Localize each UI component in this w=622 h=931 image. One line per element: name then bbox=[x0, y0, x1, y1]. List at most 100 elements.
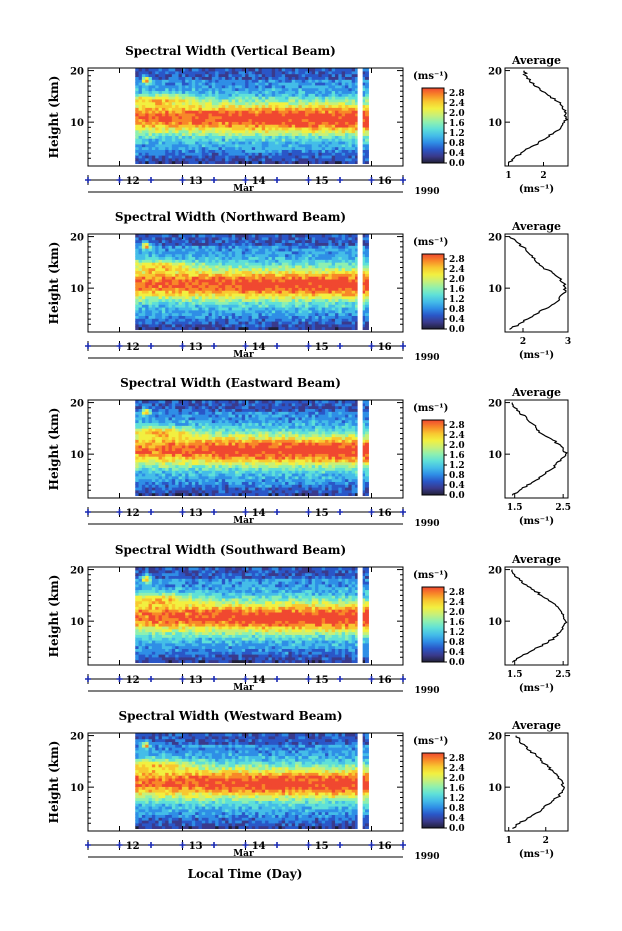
heatmap-cell bbox=[331, 96, 336, 100]
heatmap-cell bbox=[331, 304, 336, 308]
heatmap-cell bbox=[288, 295, 293, 300]
heatmap-cell bbox=[205, 292, 210, 297]
heatmap-cell bbox=[271, 276, 276, 280]
heatmap-cell bbox=[278, 76, 283, 80]
heatmap-cell bbox=[135, 481, 140, 485]
heatmap-cell bbox=[141, 155, 146, 159]
heatmap-cell bbox=[298, 315, 303, 319]
heatmap-cell bbox=[185, 292, 190, 297]
heatmap-cell bbox=[145, 104, 150, 108]
heatmap-cell bbox=[221, 245, 226, 249]
heatmap-cell bbox=[218, 312, 223, 316]
heatmap-cell bbox=[298, 107, 303, 111]
heatmap-cell bbox=[348, 90, 353, 94]
heatmap-cell bbox=[265, 273, 270, 277]
heatmap-cell bbox=[341, 323, 346, 328]
heatmap-cell bbox=[301, 264, 306, 269]
heatmap-cell bbox=[215, 110, 220, 114]
heatmap-cell bbox=[231, 253, 236, 258]
heatmap-cell bbox=[218, 253, 223, 258]
heatmap-cell bbox=[195, 267, 200, 272]
heatmap-cell bbox=[138, 304, 143, 308]
heatmap-cell bbox=[218, 143, 223, 148]
heatmap-cell bbox=[338, 304, 343, 308]
heatmap-cell bbox=[311, 104, 316, 108]
heatmap-cell bbox=[258, 287, 263, 291]
heatmap-cell bbox=[258, 295, 263, 300]
heatmap-cell bbox=[145, 234, 150, 238]
heatmap-cell bbox=[238, 68, 243, 72]
heatmap-cell bbox=[218, 287, 223, 291]
x-tick-label: 15 bbox=[315, 342, 329, 353]
heatmap-cell bbox=[321, 96, 326, 100]
heatmap-cell bbox=[311, 278, 316, 283]
heatmap-cell bbox=[325, 79, 329, 83]
heatmap-cell bbox=[365, 76, 369, 80]
heatmap-cell bbox=[151, 315, 156, 319]
heatmap-cell bbox=[261, 318, 266, 322]
heatmap-cell bbox=[141, 236, 146, 241]
heatmap-cell bbox=[311, 245, 316, 249]
heatmap-cell bbox=[205, 250, 210, 255]
heatmap-cell bbox=[275, 253, 280, 258]
heatmap-cell bbox=[145, 250, 150, 255]
heatmap-cell bbox=[245, 278, 250, 283]
heatmap-cell bbox=[151, 234, 156, 238]
heatmap-cell bbox=[155, 250, 160, 255]
heatmap-cell bbox=[175, 132, 180, 136]
heatmap-cell bbox=[311, 124, 316, 128]
heatmap-cell bbox=[148, 107, 153, 111]
heatmap-cell bbox=[331, 273, 336, 277]
heatmap-cell bbox=[231, 87, 236, 92]
heatmap-cell bbox=[201, 79, 206, 83]
heatmap-cell bbox=[341, 104, 346, 108]
heatmap-cell bbox=[308, 315, 313, 319]
heatmap-cell bbox=[355, 68, 359, 72]
heatmap-cell bbox=[281, 312, 286, 316]
heatmap-cell bbox=[295, 118, 300, 122]
heatmap-cell bbox=[305, 152, 310, 156]
heatmap-cell bbox=[288, 70, 293, 75]
heatmap-cell bbox=[308, 276, 313, 280]
heatmap-cell bbox=[351, 87, 356, 92]
heatmap-cell bbox=[215, 239, 220, 244]
heatmap-cell bbox=[318, 146, 323, 150]
heatmap-cell bbox=[341, 234, 346, 238]
heatmap-cell bbox=[351, 253, 356, 258]
heatmap-cell bbox=[148, 140, 153, 145]
heatmap-cell bbox=[291, 143, 296, 148]
heatmap-cell bbox=[155, 118, 160, 122]
heatmap-cell bbox=[251, 115, 256, 120]
heatmap-cell bbox=[331, 323, 336, 328]
heatmap-cell bbox=[361, 242, 366, 246]
heatmap-cell bbox=[355, 281, 359, 286]
heatmap-cell bbox=[188, 76, 193, 80]
heatmap-cell bbox=[261, 143, 266, 148]
heatmap-cell bbox=[158, 290, 163, 294]
heatmap-cell bbox=[288, 301, 293, 305]
heatmap-cell bbox=[271, 101, 276, 106]
heatmap-cell bbox=[348, 149, 353, 153]
heatmap-cell bbox=[321, 321, 326, 325]
heatmap-cell bbox=[351, 267, 356, 272]
heatmap-cell bbox=[328, 239, 333, 244]
heatmap-cell bbox=[311, 287, 316, 291]
heatmap-cell bbox=[275, 98, 280, 103]
heatmap-cell bbox=[181, 135, 186, 139]
heatmap-cell bbox=[341, 264, 346, 269]
heatmap-cell bbox=[285, 284, 290, 288]
heatmap-cell bbox=[295, 140, 300, 145]
heatmap-cell bbox=[191, 304, 196, 308]
heatmap-cell bbox=[195, 234, 200, 238]
heatmap-cell bbox=[348, 270, 353, 274]
heatmap-cell bbox=[248, 101, 253, 106]
heatmap-cell bbox=[308, 132, 313, 136]
heatmap-cell bbox=[168, 256, 173, 260]
heatmap-cell bbox=[325, 309, 329, 314]
heatmap-cell bbox=[168, 259, 173, 263]
heatmap-cell bbox=[268, 287, 273, 291]
heatmap-cell bbox=[215, 138, 220, 142]
heatmap-cell bbox=[228, 267, 233, 272]
heatmap-cell bbox=[251, 306, 256, 311]
